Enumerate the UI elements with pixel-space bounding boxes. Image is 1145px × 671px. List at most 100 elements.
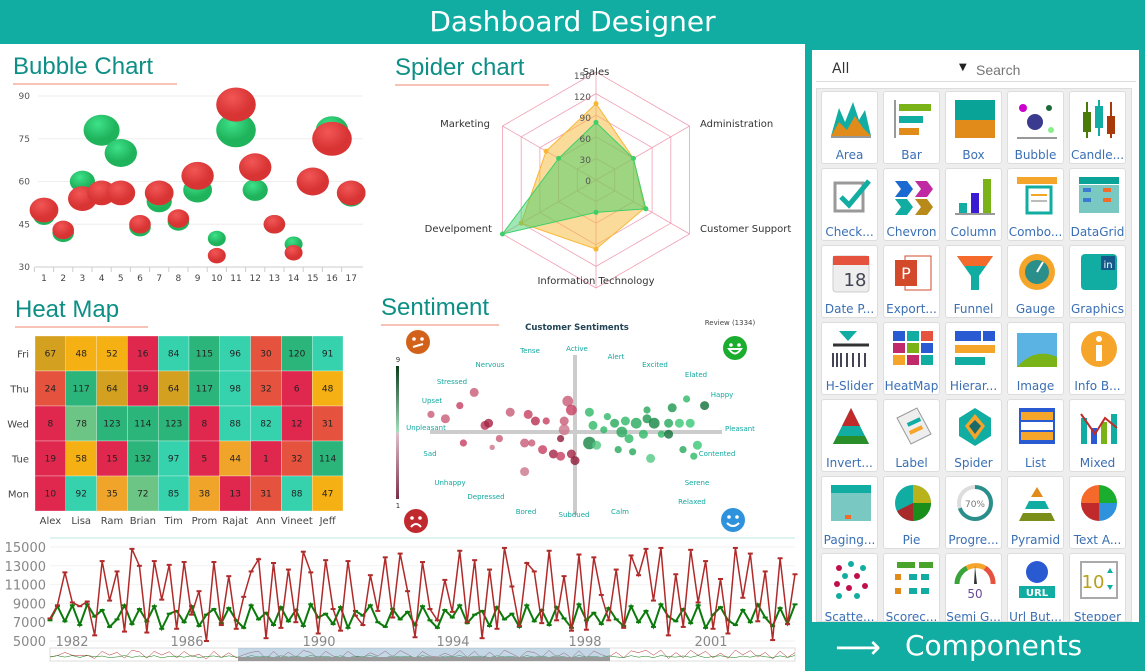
navigator-series [49,649,796,660]
component-tile-bubble[interactable]: Bubble [1007,91,1064,164]
series-marker [390,608,396,611]
dropdown-caret-icon[interactable]: ▼ [959,62,967,73]
x-tick-label: 1982 [55,635,88,650]
spider-axis-label: Sales [583,67,610,78]
x-tick-label: 1994 [436,635,469,650]
component-tile-image[interactable]: Image [1007,322,1064,395]
component-tile-label[interactable]: Label [883,399,940,472]
heatmap-column-label: Lisa [71,516,91,527]
component-label: Mixed [1079,456,1116,470]
x-tick-label: 4 [99,274,105,284]
laughing-face-icon-mouth [727,348,743,355]
heatmap-cell [127,475,159,512]
component-tile-url[interactable]: URL Url But... [1007,553,1064,621]
component-tile-hslider[interactable]: H-Slider [821,322,878,395]
component-label: List [1025,456,1046,470]
sentiment-label: Calm [611,508,629,516]
component-tile-column[interactable]: Column [945,168,1002,241]
heatmap-cell-value: 88 [291,490,303,500]
series-marker [747,552,753,555]
component-tile-paging[interactable]: Paging... [821,476,878,549]
heatmap-cell-value: 32 [291,455,302,465]
series-marker [248,604,254,607]
series-marker [569,629,574,632]
component-label: Combo... [1008,225,1063,239]
component-tile-combo[interactable]: Combo... [1007,168,1064,241]
component-tile-chevron[interactable]: Chevron [883,168,940,241]
heatmap-cell-value: 48 [322,385,334,395]
sentiment-label: Contented [699,450,736,458]
search-input[interactable] [976,58,1134,82]
series-marker [740,608,746,611]
heatmap-cell-value: 123 [103,420,120,430]
heatmap-column-label: Tim [163,516,182,527]
spider-tick-label: 60 [580,135,592,145]
component-tile-semi-gauge[interactable]: 50 Semi G... [945,553,1002,621]
component-tile-area[interactable]: Area [821,91,878,164]
component-tile-inverted-pyramid[interactable]: Invert... [821,399,878,472]
series-marker [516,624,522,627]
sentiment-chart[interactable]: Customer Sentiments Review (1334) 9 1 Active… [396,319,756,533]
series-marker [710,613,716,616]
spider-point [643,206,649,212]
component-tile-hierarchy[interactable]: Hierar... [945,322,1002,395]
sentiment-point [610,418,620,428]
component-tile-gauge[interactable]: Gauge [1007,245,1064,318]
components-button[interactable]: ⟶ Components [805,622,1145,671]
component-tile-stepper[interactable]: 10 Stepper [1069,553,1126,621]
series-marker [203,613,209,616]
sentiment-label: Bored [516,508,537,516]
heatmap-icon [893,331,933,365]
component-tile-spider[interactable]: Spider [945,399,1002,472]
navigator-scrollbar [238,657,610,661]
component-tile-info[interactable]: Info B... [1069,322,1126,395]
spider-point [593,209,599,215]
heatmap-cell [96,440,128,477]
component-tile-bar[interactable]: Bar [883,91,940,164]
component-tile-text-analytics[interactable]: Text A... [1069,476,1126,549]
component-tile-scorecard[interactable]: Scorec... [883,553,940,621]
sentiment-point [484,418,494,428]
series-marker [420,561,425,564]
gauge-icon [1019,254,1055,290]
heatmap-row-label: Tue [11,455,29,466]
series-marker [248,570,254,573]
series-marker [397,618,403,621]
series-marker [405,590,411,593]
component-tile-powerpoint[interactable]: P Export... [883,245,940,318]
series-marker [606,607,612,610]
component-tile-scatter[interactable]: Scatte... [821,553,878,621]
component-tile-pyramid[interactable]: Pyramid [1007,476,1064,549]
spider-chart[interactable]: Sales Administration Customer Support Infor… [425,67,792,289]
component-tile-box[interactable]: Box [945,91,1002,164]
sentiment-point [459,439,467,447]
series-marker [718,606,723,609]
heatmap-cell [96,370,128,407]
component-tile-heatmap[interactable]: HeatMap [883,322,940,395]
series-marker [129,547,135,550]
series-marker [271,561,276,564]
series-marker [285,568,291,571]
component-tile-graphics[interactable]: in Graphics [1069,245,1126,318]
time-series-chart[interactable]: 5000 7000 9000 11000 13000 15000 1982 1986 1990 1… [5,537,798,662]
component-tile-mixed[interactable]: Mixed [1069,399,1126,472]
component-tile-funnel[interactable]: Funnel [945,245,1002,318]
series-marker [792,573,798,576]
heatmap-column-label: Ann [256,516,276,527]
series-marker [755,620,761,623]
component-tile-calendar[interactable]: 18 Date P... [821,245,878,318]
bubble-point [242,179,268,201]
component-tile-list[interactable]: List [1007,399,1064,472]
component-tile-candle[interactable]: Candle... [1069,91,1126,164]
heatmap-cell [188,475,220,512]
component-tile-progress[interactable]: 70% Progre... [945,476,1002,549]
component-tile-datagrid[interactable]: DataGrid [1069,168,1126,241]
category-dropdown[interactable]: All [832,61,850,77]
component-tile-pie[interactable]: Pie [883,476,940,549]
component-tile-check[interactable]: Check... [821,168,878,241]
sentiment-label: Unhappy [434,479,465,487]
x-tick-label: 2 [60,274,66,284]
series-marker [449,610,455,613]
